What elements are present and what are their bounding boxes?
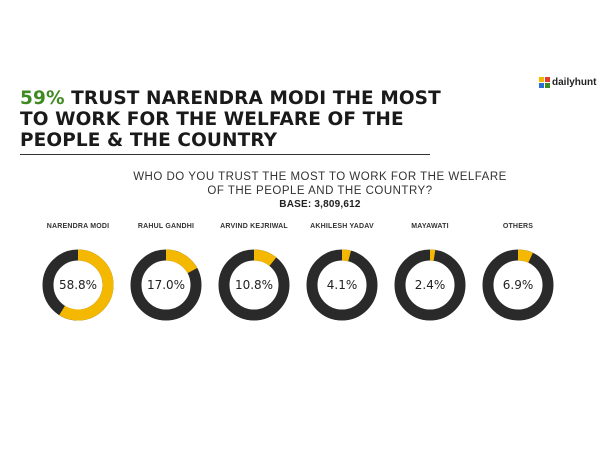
donut-value-label: 58.8% — [59, 278, 97, 292]
candidate-column: ARVIND KEJRIWAL 10.8% — [210, 223, 298, 321]
headline-divider — [20, 154, 430, 155]
donut-slice — [218, 249, 290, 321]
dailyhunt-logo-icon — [539, 77, 550, 88]
donut-chart: 10.8% — [218, 249, 290, 321]
candidate-label: ARVIND KEJRIWAL — [219, 223, 289, 249]
donut-chart: 17.0% — [130, 249, 202, 321]
donut-slice — [394, 249, 466, 321]
candidate-column: NARENDRA MODI 58.8% — [34, 223, 122, 321]
donut-value-label: 10.8% — [235, 278, 273, 292]
candidate-label: MAYAWATI — [395, 223, 465, 249]
candidate-label: RAHUL GANDHI — [131, 223, 201, 249]
candidate-name: OTHERS — [502, 223, 534, 230]
donut-chart: 6.9% — [482, 249, 554, 321]
candidate-label: OTHERS — [483, 223, 553, 249]
candidate-name: RAHUL GANDHI — [137, 223, 195, 230]
base-label: BASE: 3,809,612 — [279, 199, 361, 210]
candidate-name: MAYAWATI — [411, 223, 449, 230]
headline-percent: 59% — [20, 88, 65, 109]
donut-slice — [130, 249, 202, 321]
donut-chart: 2.4% — [394, 249, 466, 321]
donut-value-label: 17.0% — [147, 278, 185, 292]
brand-logo: dailyhunt — [539, 77, 596, 88]
donut-value-label: 4.1% — [327, 278, 358, 292]
candidate-column: OTHERS 6.9% — [474, 223, 562, 321]
donut-slice — [42, 249, 114, 321]
headline-text: TRUST NARENDRA MODI THE MOST TO WORK FOR… — [20, 88, 441, 151]
donut-value-label: 6.9% — [503, 278, 534, 292]
brand-name: dailyhunt — [552, 77, 597, 88]
donut-chart: 58.8% — [42, 249, 114, 321]
candidate-column: AKHILESH YADAV 4.1% — [298, 223, 386, 321]
candidate-name: AKHILESH YADAV — [310, 223, 374, 230]
candidate-label: NARENDRA MODI — [43, 223, 113, 249]
chart-question: WHO DO YOU TRUST THE MOST TO WORK FOR TH… — [133, 171, 507, 197]
candidate-label: AKHILESH YADAV — [307, 223, 377, 249]
candidate-column: MAYAWATI 2.4% — [386, 223, 474, 321]
donut-slice — [306, 249, 378, 321]
candidate-column: RAHUL GANDHI 17.0% — [122, 223, 210, 321]
candidate-name: ARVIND KEJRIWAL — [220, 223, 288, 230]
donut-slice — [482, 249, 554, 321]
headline: 59% TRUST NARENDRA MODI THE MOST TO WORK… — [20, 88, 460, 151]
donut-value-label: 2.4% — [415, 278, 446, 292]
donut-chart: 4.1% — [306, 249, 378, 321]
candidate-name: NARENDRA MODI — [46, 223, 110, 230]
